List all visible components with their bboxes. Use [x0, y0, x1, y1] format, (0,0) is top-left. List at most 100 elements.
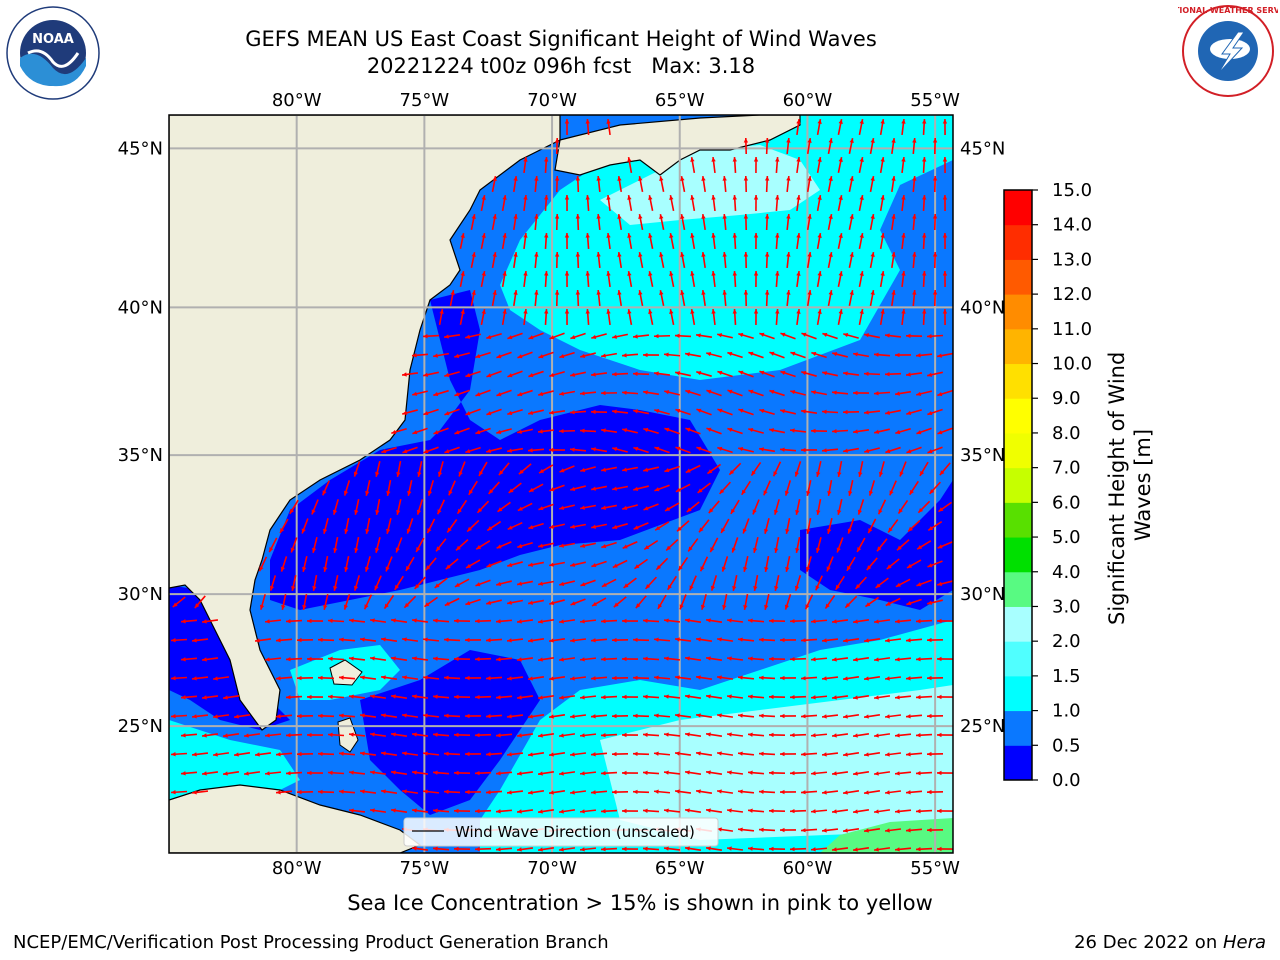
- wave-arrow: [852, 847, 870, 852]
- wave-arrow: [846, 556, 856, 572]
- wave-arrow: [852, 657, 870, 662]
- wave-arrow: [455, 539, 469, 551]
- wave-arrow: [858, 156, 864, 174]
- wave-arrow: [905, 790, 923, 795]
- wave-arrow: [826, 556, 834, 572]
- wave-arrow: [470, 214, 476, 230]
- wave-arrow: [317, 751, 335, 757]
- wave-arrow: [527, 752, 545, 757]
- wave-arrow: [201, 733, 219, 738]
- wave-arrow: [863, 371, 881, 377]
- wave-arrow: [665, 538, 679, 552]
- wave-arrow: [737, 827, 755, 832]
- wave-arrow: [611, 409, 629, 414]
- latitude-label: 40°N: [960, 297, 1005, 318]
- wave-arrow: [779, 637, 797, 643]
- wave-arrow: [475, 540, 491, 550]
- wave-arrow: [554, 251, 560, 269]
- wave-arrow: [743, 175, 749, 193]
- wave-arrow: [915, 771, 933, 776]
- wave-arrow: [613, 596, 627, 608]
- wave-arrow: [909, 480, 919, 496]
- wave-arrow: [632, 789, 650, 795]
- wave-arrow: [622, 428, 638, 434]
- wave-arrow: [285, 619, 303, 624]
- wave-arrow: [348, 808, 366, 813]
- wave-arrow: [312, 537, 318, 553]
- wave-arrow: [517, 389, 533, 397]
- wave-arrow: [632, 371, 650, 377]
- wave-arrow: [687, 538, 699, 552]
- wave-arrow: [590, 485, 608, 491]
- wave-arrow: [852, 809, 870, 814]
- wave-arrow: [570, 561, 586, 567]
- wave-arrow: [915, 733, 933, 738]
- wave-arrow: [695, 675, 713, 680]
- wave-arrow: [901, 194, 906, 212]
- wave-arrow: [569, 714, 587, 719]
- noaa-logo-text: NOAA: [32, 32, 74, 47]
- wave-arrow: [768, 770, 786, 776]
- colorbar-tick-label: 10.0: [1052, 354, 1092, 375]
- wave-arrow: [732, 270, 737, 288]
- wave-arrow: [779, 713, 797, 719]
- wave-arrow: [842, 714, 860, 719]
- wave-arrow: [180, 657, 198, 662]
- wave-arrow: [796, 156, 801, 174]
- wave-arrow: [711, 156, 716, 174]
- wave-arrow: [800, 447, 818, 453]
- wave-arrow: [458, 461, 466, 477]
- wave-arrow: [810, 619, 828, 624]
- wave-arrow: [810, 733, 828, 738]
- wave-arrow: [747, 846, 765, 851]
- wave-arrow: [506, 447, 524, 453]
- wave-arrow: [926, 675, 944, 681]
- wave-arrow: [453, 846, 471, 852]
- wave-arrow: [569, 790, 587, 795]
- wave-arrow: [684, 846, 702, 851]
- wave-arrow: [737, 637, 755, 642]
- wave-arrow: [884, 752, 902, 757]
- wave-arrow: [415, 537, 425, 553]
- wave-arrow: [348, 770, 366, 775]
- wave-arrow: [590, 714, 608, 719]
- footer-date-text: 26 Dec 2022 on: [1074, 932, 1223, 953]
- wave-arrow: [380, 675, 398, 680]
- wave-arrow: [585, 308, 590, 326]
- wave-arrow: [527, 714, 545, 719]
- wave-arrow: [485, 790, 503, 795]
- wave-arrow: [922, 156, 927, 174]
- wave-arrow: [422, 675, 440, 680]
- wave-arrow: [852, 733, 870, 738]
- wave-arrow: [937, 389, 953, 397]
- wave-arrow: [269, 575, 277, 591]
- wave-arrow: [411, 770, 429, 775]
- wave-arrow: [585, 194, 590, 212]
- wave-arrow: [711, 232, 716, 250]
- wave-arrow: [789, 618, 807, 624]
- wave-arrow: [831, 733, 849, 738]
- wave-arrow: [353, 575, 361, 591]
- wave-arrow: [501, 270, 507, 288]
- wave-arrow: [810, 428, 828, 434]
- wave-arrow: [915, 657, 933, 662]
- wave-arrow: [621, 353, 639, 358]
- wave-arrow: [939, 462, 951, 476]
- wave-arrow: [317, 675, 335, 681]
- wave-arrow: [827, 175, 833, 193]
- wave-arrow: [877, 499, 887, 515]
- wave-arrow: [564, 194, 570, 212]
- latitude-label: 25°N: [960, 716, 1005, 737]
- wave-arrow: [432, 352, 450, 358]
- wave-arrow: [915, 619, 933, 624]
- wave-arrow: [569, 676, 587, 681]
- wave-arrow: [405, 556, 415, 572]
- wave-arrow: [879, 270, 885, 288]
- wave-arrow: [275, 714, 293, 719]
- wave-arrow: [538, 390, 554, 396]
- wave-arrow: [726, 808, 744, 813]
- wave-arrow: [664, 390, 680, 396]
- colorbar-tick-label: 14.0: [1052, 215, 1092, 236]
- wave-arrow: [369, 694, 387, 699]
- wave-arrow: [806, 480, 812, 496]
